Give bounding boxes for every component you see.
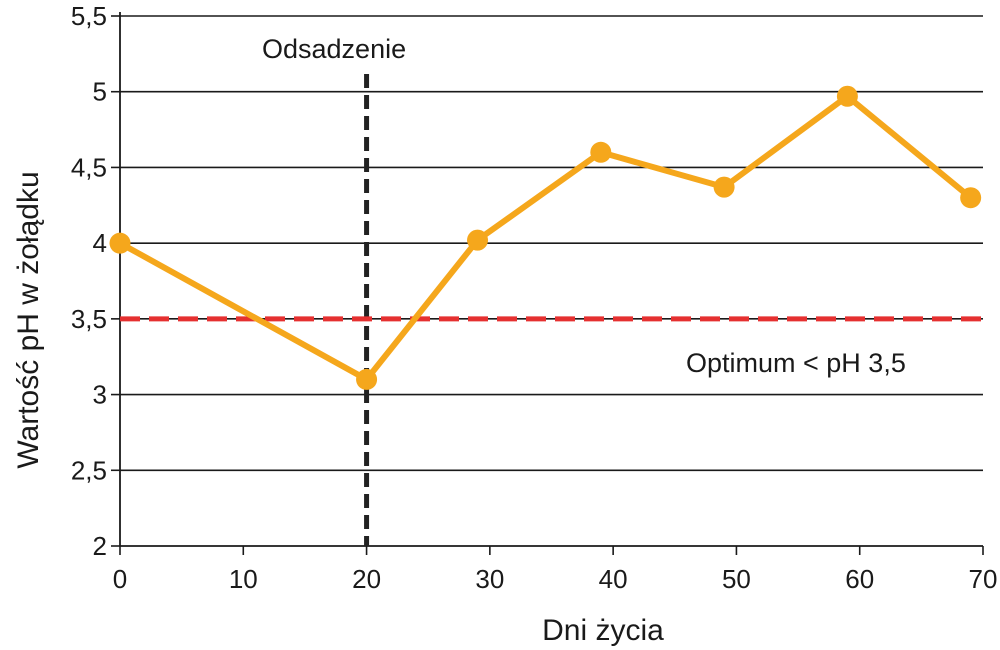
y-axis-title: Wartość pH w żołądku [12, 171, 45, 468]
data-point [713, 176, 735, 198]
reference-lines [120, 74, 983, 546]
data-point [467, 229, 489, 251]
x-tick-label: 70 [969, 564, 998, 594]
weaning-label: Odsadzenie [262, 34, 406, 64]
labels: Odsadzenie Optimum < pH 3,5 Dni życia Wa… [12, 1, 997, 647]
x-tick-label: 10 [229, 564, 258, 594]
data-point [109, 232, 131, 254]
data-point [836, 85, 858, 107]
series-line [117, 93, 974, 383]
x-axis-title: Dni życia [542, 614, 664, 647]
data-point [356, 368, 378, 390]
gridlines [120, 15, 983, 472]
y-tick-label: 2,5 [71, 455, 107, 485]
optimum-label: Optimum < pH 3,5 [686, 348, 906, 378]
x-tick-label: 30 [475, 564, 504, 594]
y-tick-label: 3,5 [71, 304, 107, 334]
x-tick-label: 40 [599, 564, 628, 594]
data-point [960, 187, 982, 209]
x-tick-label: 20 [352, 564, 381, 594]
x-tick-label: 0 [113, 564, 127, 594]
y-tick-label: 5 [93, 77, 107, 107]
x-tick-label: 50 [722, 564, 751, 594]
x-tick-label: 60 [845, 564, 874, 594]
data-point [590, 141, 612, 163]
y-tick-label: 4 [93, 228, 107, 258]
series-layer [109, 85, 982, 390]
y-tick-label: 3 [93, 380, 107, 410]
y-tick-label: 5,5 [71, 1, 107, 31]
y-tick-label: 4,5 [71, 152, 107, 182]
y-tick-label: 2 [93, 531, 107, 561]
